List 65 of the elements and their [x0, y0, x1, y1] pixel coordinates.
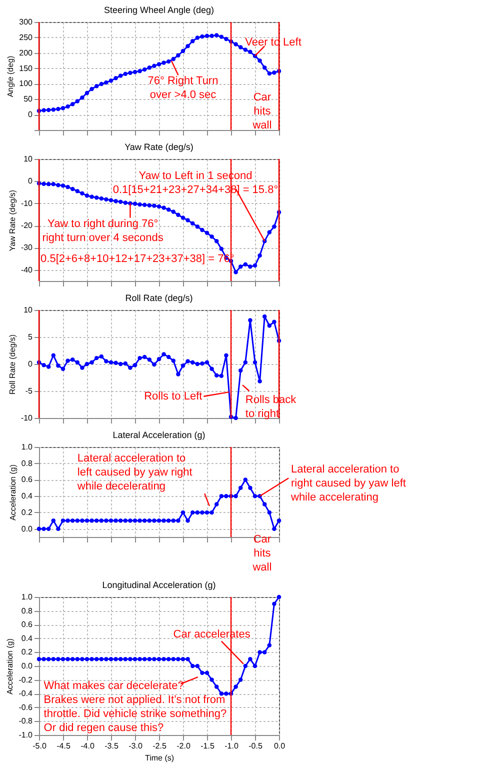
annotation: Rolls to Left [144, 390, 202, 402]
x-tick-label: -2.5 [152, 742, 167, 750]
annotation: Car hits wall [252, 534, 272, 574]
y-tick-label: 0.8 [21, 458, 34, 468]
y-tick-label: 1.0 [21, 442, 34, 452]
y-axis-title: Acceleration (g) [6, 638, 15, 695]
chart-title: Yaw Rate (deg/s) [124, 142, 194, 152]
y-axis-title: Yaw Rate (deg/s) [8, 190, 17, 252]
y-tick-label: -10 [20, 414, 34, 422]
x-tick-label: -4.5 [56, 742, 71, 750]
y-tick-label: 100 [19, 79, 34, 88]
y-tick-label: 50 [24, 94, 34, 104]
y-tick-label: 0 [28, 176, 34, 186]
y-tick-label: 10 [24, 154, 34, 164]
x-axis-title: Time (s) [144, 754, 174, 762]
y-tick-label: -0.8 [18, 716, 34, 726]
y-tick-label: -20 [20, 221, 34, 230]
annotation: Lateral acceleration to right caused by yaw left while accelerating [290, 463, 406, 504]
y-tick-label: 0.2 [21, 648, 34, 657]
y-tick-label: 0 [28, 360, 34, 368]
chart-title: Steering Wheel Angle (deg) [104, 5, 214, 15]
y-tick-label: -0.6 [18, 702, 34, 712]
y-tick-label: -40 [20, 265, 34, 274]
y-tick-label: 300 [19, 18, 34, 26]
annotation: Lateral acceleration to left caused by yaw right while decelerating [76, 452, 192, 493]
y-tick-label: 1.0 [21, 592, 34, 602]
x-tick-label: -0.5 [248, 742, 263, 750]
y-tick-label: -5 [25, 386, 34, 396]
y-axis-title: Angle (deg) [6, 55, 16, 98]
x-tick-label: -3.0 [128, 742, 143, 750]
x-tick-label: -5.0 [32, 742, 47, 750]
annotation: Car hits wall [252, 91, 272, 132]
y-tick-label: 0 [28, 110, 34, 120]
x-tick-label: -2.0 [176, 742, 191, 750]
y-tick-label: -10 [20, 198, 34, 208]
y-tick-label: 0.4 [21, 634, 34, 643]
y-tick-label: 5 [28, 332, 34, 342]
y-tick-label: 0.8 [21, 606, 34, 616]
annotation: Yaw to right during 76° right turn over 4 seconds [42, 218, 164, 244]
x-tick-label: -1.0 [224, 742, 239, 750]
x-tick-label: -4.0 [80, 742, 95, 750]
y-tick-label: 0.4 [21, 492, 34, 501]
y-tick-label: -1.0 [18, 730, 34, 740]
chart-title: Lateral Acceleration (g) [112, 430, 206, 440]
y-tick-label: 0.2 [21, 508, 34, 517]
y-tick-label: 10 [24, 306, 34, 314]
x-tick-label: -1.5 [200, 742, 215, 750]
y-tick-label: 0.6 [21, 620, 34, 630]
y-tick-label: 200 [19, 48, 34, 58]
y-axis-title: Acceleration (g) [8, 464, 18, 521]
y-tick-label: -0.4 [18, 689, 34, 698]
y-tick-label: -0.2 [18, 675, 34, 684]
chart-title: Roll Rate (deg/s) [125, 293, 193, 303]
y-axis-title: Roll Rate (deg/s) [8, 334, 17, 395]
x-tick-label: -3.5 [104, 742, 119, 750]
y-tick-label: 0.0 [21, 662, 34, 670]
annotation: 76° Right Turn over >4.0 sec [148, 75, 218, 102]
x-tick-label: 0.0 [274, 742, 286, 750]
y-tick-label: 150 [19, 64, 34, 73]
annotation: What makes car decelerate? Brakes were not applied. It’s not from throttle. Did vehicle strike something? Or did regen cause this? [44, 680, 227, 734]
y-tick-label: 0.0 [21, 524, 34, 534]
y-tick-label: 0.6 [21, 475, 34, 484]
y-tick-label: 250 [19, 32, 34, 42]
y-tick-label: -30 [20, 243, 34, 252]
chart-title: Longitudinal Acceleration (g) [102, 580, 216, 590]
